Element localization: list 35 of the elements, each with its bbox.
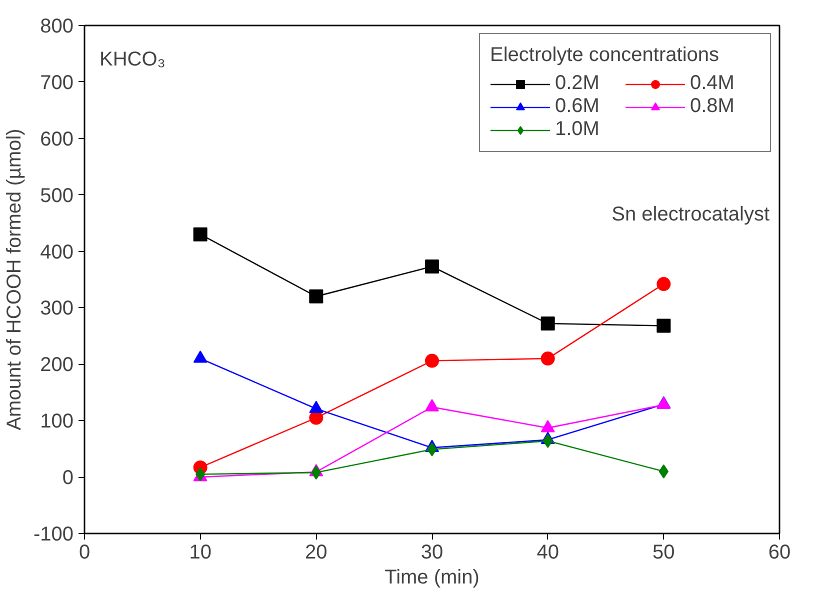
x-axis-title: Time (min) [384,566,480,588]
x-tick-label: 30 [420,542,444,564]
x-tick-label: 50 [652,542,675,564]
point [193,227,208,242]
point [656,277,671,292]
point [540,352,555,366]
y-tick-label: 800 [40,16,74,38]
point [309,289,324,304]
point [656,318,671,333]
y-tick-label: 600 [40,128,74,150]
point [425,354,439,368]
legend-label: 0.2M [555,72,600,95]
y-tick-label: -100 [33,524,74,546]
x-tick-label: 40 [536,542,559,564]
y-tick-label: 100 [40,410,74,433]
point [540,316,555,331]
legend-label: 0.8M [690,95,736,118]
x-tick-label: 20 [305,542,328,564]
x-tick-label: 60 [768,542,791,564]
annotation: Sn electrocatalyst [612,204,770,226]
x-tick-label: 0 [78,542,90,564]
legend-label: 1.0M [555,118,600,141]
point [425,260,439,274]
legend-label: 0.6M [555,95,600,118]
x-tick-label: 10 [189,542,212,564]
y-tick-label: 0 [62,467,74,490]
y-tick-label: 500 [40,184,74,207]
y-tick-label: 300 [40,298,74,320]
legend-label: 0.4M [690,72,736,95]
annotation: KHCO₃ [100,48,166,70]
y-tick-label: 400 [40,241,74,264]
y-tick-label: 200 [40,354,74,376]
y-tick-label: 700 [40,72,74,94]
legend-title: Electrolyte concentrations [490,44,720,67]
y-axis-title: Amount of HCOOH formed (µmol) [3,128,26,430]
